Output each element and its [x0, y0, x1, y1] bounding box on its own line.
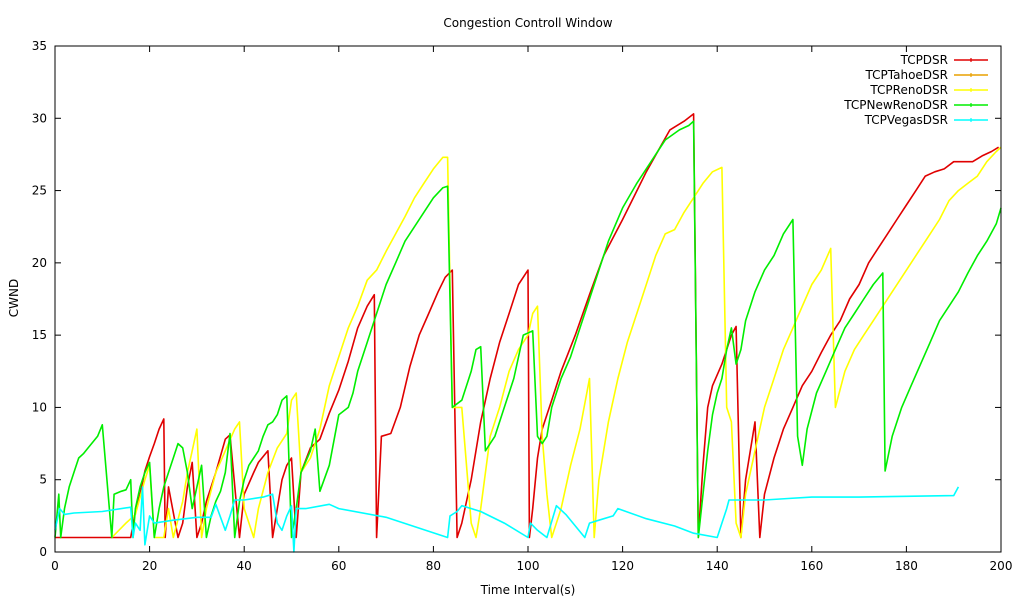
y-tick-label: 20: [32, 256, 47, 270]
x-tick-label: 180: [895, 559, 918, 573]
x-tick-label: 40: [237, 559, 252, 573]
y-tick-label: 30: [32, 111, 47, 125]
series-line-tcpdsr: [55, 113, 1000, 539]
x-tick-label: 120: [611, 559, 634, 573]
legend: TCPDSRTCPTahoeDSRTCPRenoDSRTCPNewRenoDSR…: [843, 53, 988, 127]
x-axis-label: Time Interval(s): [480, 583, 576, 597]
x-tick-label: 100: [517, 559, 540, 573]
x-tick-label: 160: [800, 559, 823, 573]
series-line-tcpnewrenodsr: [54, 120, 1002, 539]
x-tick-label: 20: [142, 559, 157, 573]
x-tick-label: 60: [331, 559, 346, 573]
plot-series-group: [54, 113, 1002, 553]
x-tick-label: 140: [706, 559, 729, 573]
y-tick-label: 5: [39, 473, 47, 487]
legend-label: TCPVegasDSR: [864, 113, 948, 127]
chart-title: Congestion Controll Window: [443, 16, 612, 30]
axis-ticks-group: 0 20 40 60 80 100 120 140 160 180 200 0 5 10 15 20 25 30 3…: [32, 39, 1013, 573]
legend-label: TCPRenoDSR: [869, 83, 948, 97]
y-axis-label: CWND: [7, 279, 21, 317]
x-tick-label: 80: [426, 559, 441, 573]
y-tick-label: 25: [32, 184, 47, 198]
y-tick-label: 15: [32, 328, 47, 342]
legend-label: TCPDSR: [900, 53, 948, 67]
x-tick-label: 0: [51, 559, 59, 573]
y-tick-label: 35: [32, 39, 47, 53]
x-tick-label: 200: [990, 559, 1013, 573]
y-tick-label: 0: [39, 545, 47, 559]
legend-label: TCPNewRenoDSR: [843, 98, 948, 112]
series-line-tcpvegasdsr: [54, 486, 960, 553]
legend-label: TCPTahoeDSR: [865, 68, 948, 82]
y-tick-label: 10: [32, 400, 47, 414]
